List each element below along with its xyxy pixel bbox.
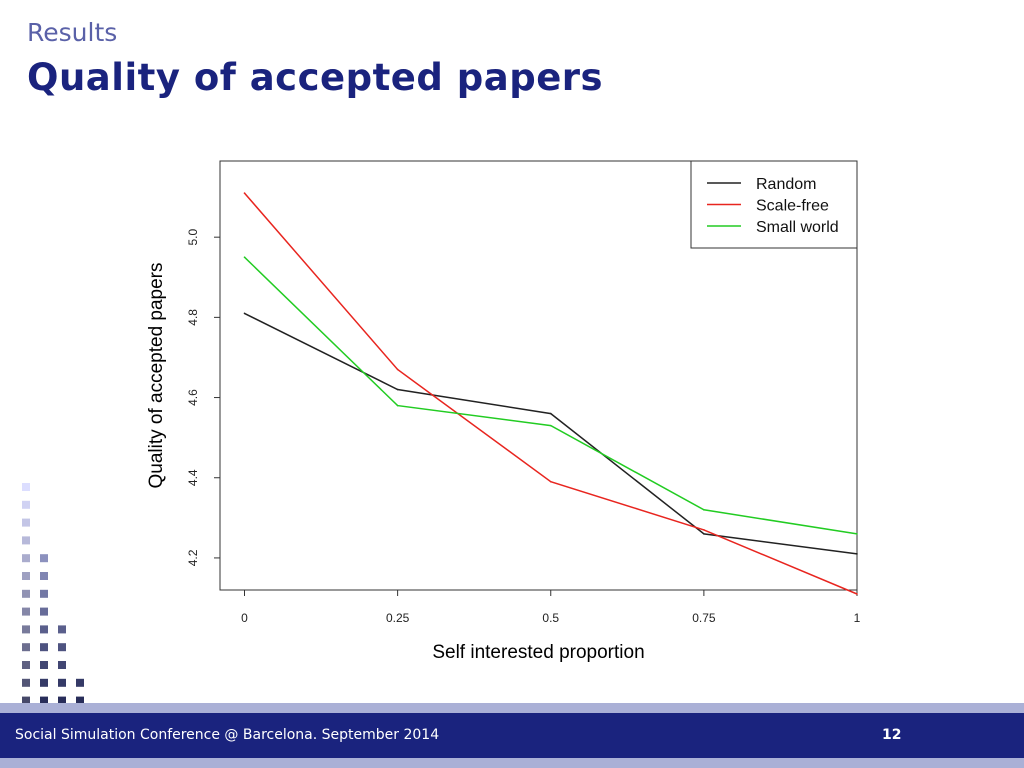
decorative-dot <box>22 518 30 527</box>
data-point <box>549 480 552 483</box>
x-axis: 0 0.25 0.5 0.75 1 <box>241 590 861 625</box>
data-point <box>703 509 705 511</box>
footer-band-bottom <box>0 758 1024 768</box>
decorative-dot <box>58 643 66 652</box>
decorative-dot <box>58 625 66 634</box>
x-tick-label: 1 <box>854 611 861 625</box>
decorative-dot <box>40 643 48 652</box>
legend-label: Small world <box>756 219 839 236</box>
section-label: Results <box>27 18 118 47</box>
y-axis: 4.2 4.4 4.6 4.8 5.0 <box>186 229 220 566</box>
decorative-dot <box>76 678 84 687</box>
x-tick-label: 0.75 <box>692 611 716 625</box>
y-tick-label: 4.2 <box>186 549 200 566</box>
decorative-dot <box>22 696 30 705</box>
decorative-dot <box>22 589 30 598</box>
data-point <box>396 388 399 391</box>
legend: Random Scale-free Small world <box>690 160 858 249</box>
data-point <box>243 256 246 259</box>
data-point <box>856 593 858 595</box>
decorative-dot <box>22 643 30 652</box>
data-point <box>396 368 399 371</box>
data-point <box>549 412 552 415</box>
data-point <box>703 533 705 535</box>
y-tick-label: 5.0 <box>186 229 200 246</box>
series-line-1 <box>243 192 858 595</box>
y-tick-label: 4.8 <box>186 309 200 326</box>
decorative-dot <box>40 607 48 616</box>
decorative-dot <box>22 572 30 580</box>
series-line-0 <box>244 312 858 555</box>
x-tick-label: 0.5 <box>542 611 559 625</box>
y-axis-label: Quality of accepted papers <box>146 262 167 488</box>
x-axis-label: Self interested proportion <box>432 642 644 663</box>
decorative-dot <box>22 536 30 545</box>
data-point <box>703 529 705 531</box>
footer-conference-text: Social Simulation Conference @ Barcelona… <box>15 727 440 743</box>
decorative-dot <box>40 625 48 634</box>
data-point <box>856 553 858 555</box>
decorative-dot <box>40 554 48 563</box>
footer-band-top <box>0 703 1024 713</box>
decorative-dot-grid <box>22 483 84 705</box>
data-point <box>243 312 246 315</box>
decorative-dot <box>22 500 30 509</box>
decorative-dot <box>40 589 48 598</box>
decorative-dot <box>58 696 66 705</box>
plot-frame <box>219 160 858 591</box>
decorative-dot <box>22 661 30 669</box>
decorative-dot <box>22 554 30 563</box>
data-point <box>243 192 246 194</box>
legend-label: Scale-free <box>756 198 829 215</box>
decorative-dot <box>22 607 30 616</box>
series-lines <box>243 192 858 595</box>
decorative-dot <box>40 678 48 687</box>
decorative-dot <box>58 661 66 669</box>
data-point <box>549 424 552 427</box>
decorative-dot <box>22 625 30 634</box>
line-chart: 4.2 4.4 4.6 4.8 5.0 0 0.25 0.5 0.75 1 Self inter… <box>146 160 861 663</box>
decorative-dot <box>76 696 84 705</box>
slide-title: Quality of accepted papers <box>27 56 604 99</box>
decorative-dot <box>22 678 30 687</box>
footer-bar: Social Simulation Conference @ Barcelona… <box>0 713 1024 758</box>
y-tick-label: 4.6 <box>186 389 200 406</box>
y-tick-label: 4.4 <box>186 469 200 486</box>
legend-label: Random <box>756 176 816 193</box>
data-point <box>396 404 399 407</box>
decorative-dot <box>58 678 66 687</box>
decorative-dot <box>22 483 30 491</box>
x-tick-label: 0 <box>241 611 248 625</box>
decorative-dot <box>40 696 48 705</box>
decorative-dot <box>40 572 48 580</box>
page-number: 12 <box>882 727 902 743</box>
decorative-dot <box>40 661 48 669</box>
x-tick-label: 0.25 <box>386 611 410 625</box>
data-point <box>856 533 858 535</box>
